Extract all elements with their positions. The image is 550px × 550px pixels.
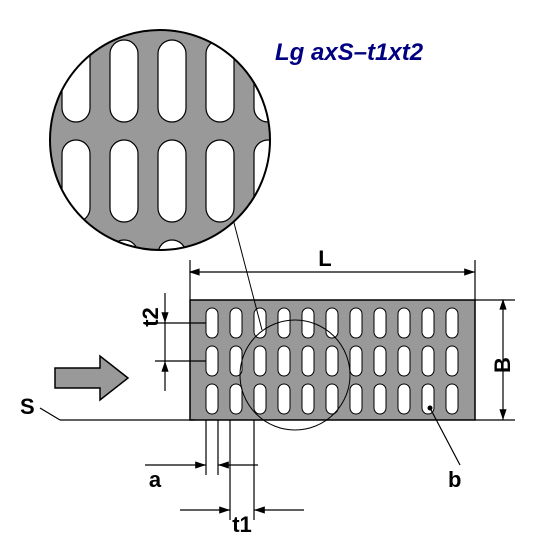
dimension-t2-label: t2 xyxy=(138,307,163,327)
dimension-b: B xyxy=(475,300,515,420)
dimension-b-leader-label: b xyxy=(448,467,461,492)
dimension-s: S xyxy=(20,394,195,420)
dimension-a-label: a xyxy=(149,467,162,492)
perforated-plate xyxy=(190,300,475,420)
dimension-t1-label: t1 xyxy=(232,512,252,537)
dimension-l-label: L xyxy=(318,246,331,271)
dimension-l: L xyxy=(190,246,475,300)
magnifier-detail xyxy=(50,30,282,322)
dimension-t1: t1 xyxy=(180,420,304,537)
dimension-b-label: B xyxy=(490,357,515,373)
diagram-title: Lg axS–t1xt2 xyxy=(275,39,424,66)
dimension-a: a xyxy=(145,420,258,492)
dimension-s-label: S xyxy=(20,394,35,419)
direction-arrow-icon xyxy=(55,356,128,400)
